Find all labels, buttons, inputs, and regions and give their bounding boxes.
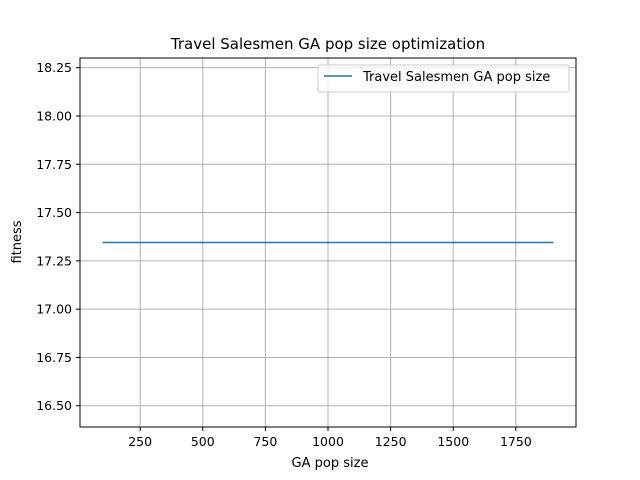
x-axis-label: GA pop size	[292, 456, 369, 471]
y-tick-label: 17.50	[36, 205, 72, 220]
y-tick-label: 17.25	[36, 253, 72, 268]
y-tick-label: 18.00	[36, 108, 72, 123]
y-tick-label: 18.25	[36, 60, 72, 75]
y-tick-label: 17.75	[36, 157, 72, 172]
x-axis: 250 500 750 1000 1250 1500 1750	[128, 427, 532, 449]
x-tick-label: 1000	[312, 434, 344, 449]
y-tick-label: 17.00	[36, 302, 72, 317]
chart-title: Travel Salesmen GA pop size optimization	[170, 35, 485, 53]
x-tick-label: 250	[128, 434, 152, 449]
legend: Travel Salesmen GA pop size	[317, 64, 570, 93]
legend-box	[317, 64, 570, 93]
x-tick-label: 1500	[437, 434, 469, 449]
y-tick-label: 16.75	[36, 350, 72, 365]
y-axis: 16.50 16.75 17.00 17.25 17.50 17.75 18.00 18.25	[36, 60, 80, 413]
y-tick-label: 16.50	[36, 398, 72, 413]
y-axis-label: fitness	[10, 220, 25, 263]
x-tick-label: 750	[253, 434, 277, 449]
x-tick-label: 1250	[375, 434, 407, 449]
x-tick-label: 1750	[500, 434, 532, 449]
legend-label: Travel Salesmen GA pop size	[362, 70, 550, 85]
x-tick-label: 500	[191, 434, 215, 449]
